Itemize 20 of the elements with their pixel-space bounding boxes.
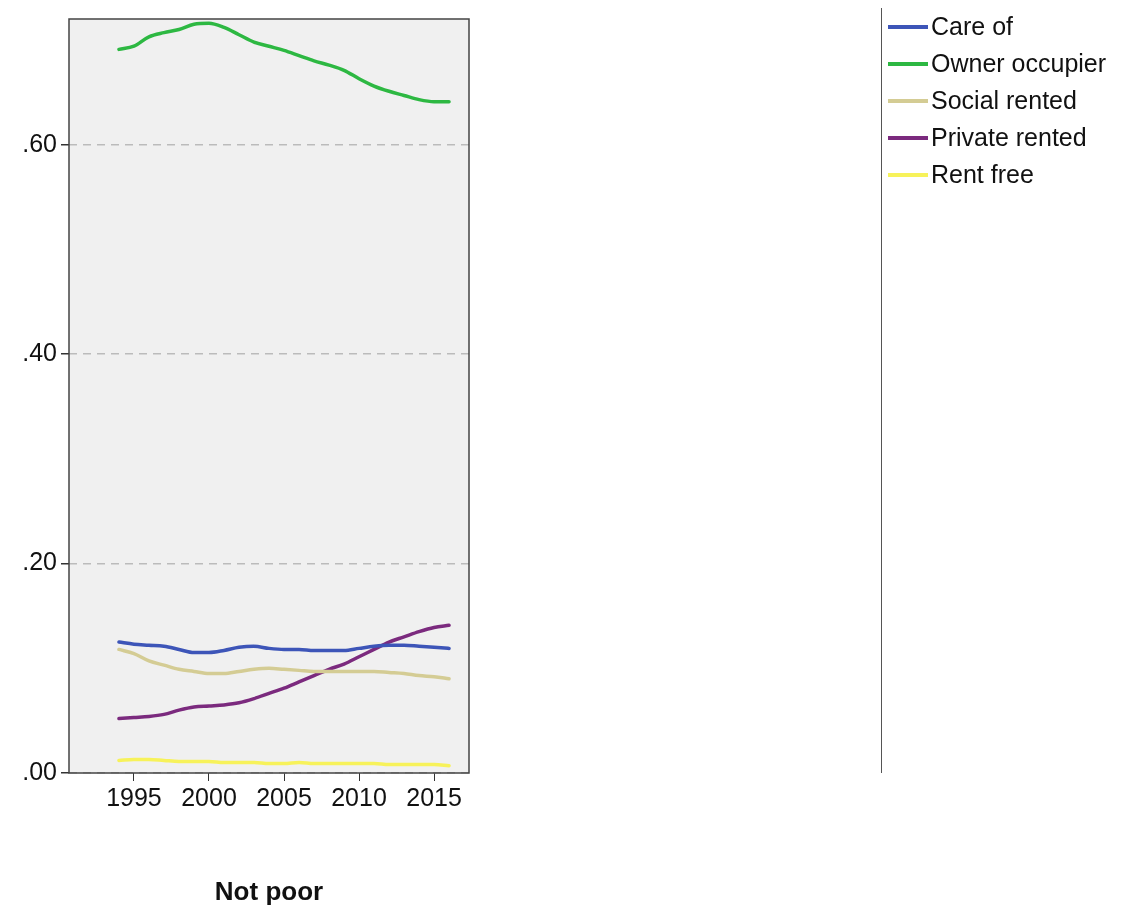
x-tick-label: 2010 <box>331 782 387 811</box>
line-series <box>117 647 451 681</box>
x-axis-title: Not poor <box>214 875 324 906</box>
legend-label: Social rented <box>931 86 1077 115</box>
y-tick-label: .60 <box>22 128 57 157</box>
x-tick-label: 1995 <box>106 782 162 811</box>
legend-label: Private rented <box>931 123 1087 152</box>
x-tick-label: 2015 <box>406 782 462 811</box>
legend-label: Rent free <box>931 160 1034 189</box>
y-tick-label: .00 <box>22 756 57 785</box>
legend-label: Care of <box>931 12 1013 41</box>
line-series <box>117 623 451 721</box>
x-tick-label: 2005 <box>256 782 312 811</box>
legend-label: Owner occupier <box>931 49 1107 78</box>
line-series <box>117 640 451 655</box>
x-tick-label: 2000 <box>181 782 237 811</box>
line-series <box>117 21 451 104</box>
line-series <box>117 757 451 768</box>
y-tick-label: .20 <box>22 547 57 576</box>
y-tick-label: .40 <box>22 338 57 366</box>
